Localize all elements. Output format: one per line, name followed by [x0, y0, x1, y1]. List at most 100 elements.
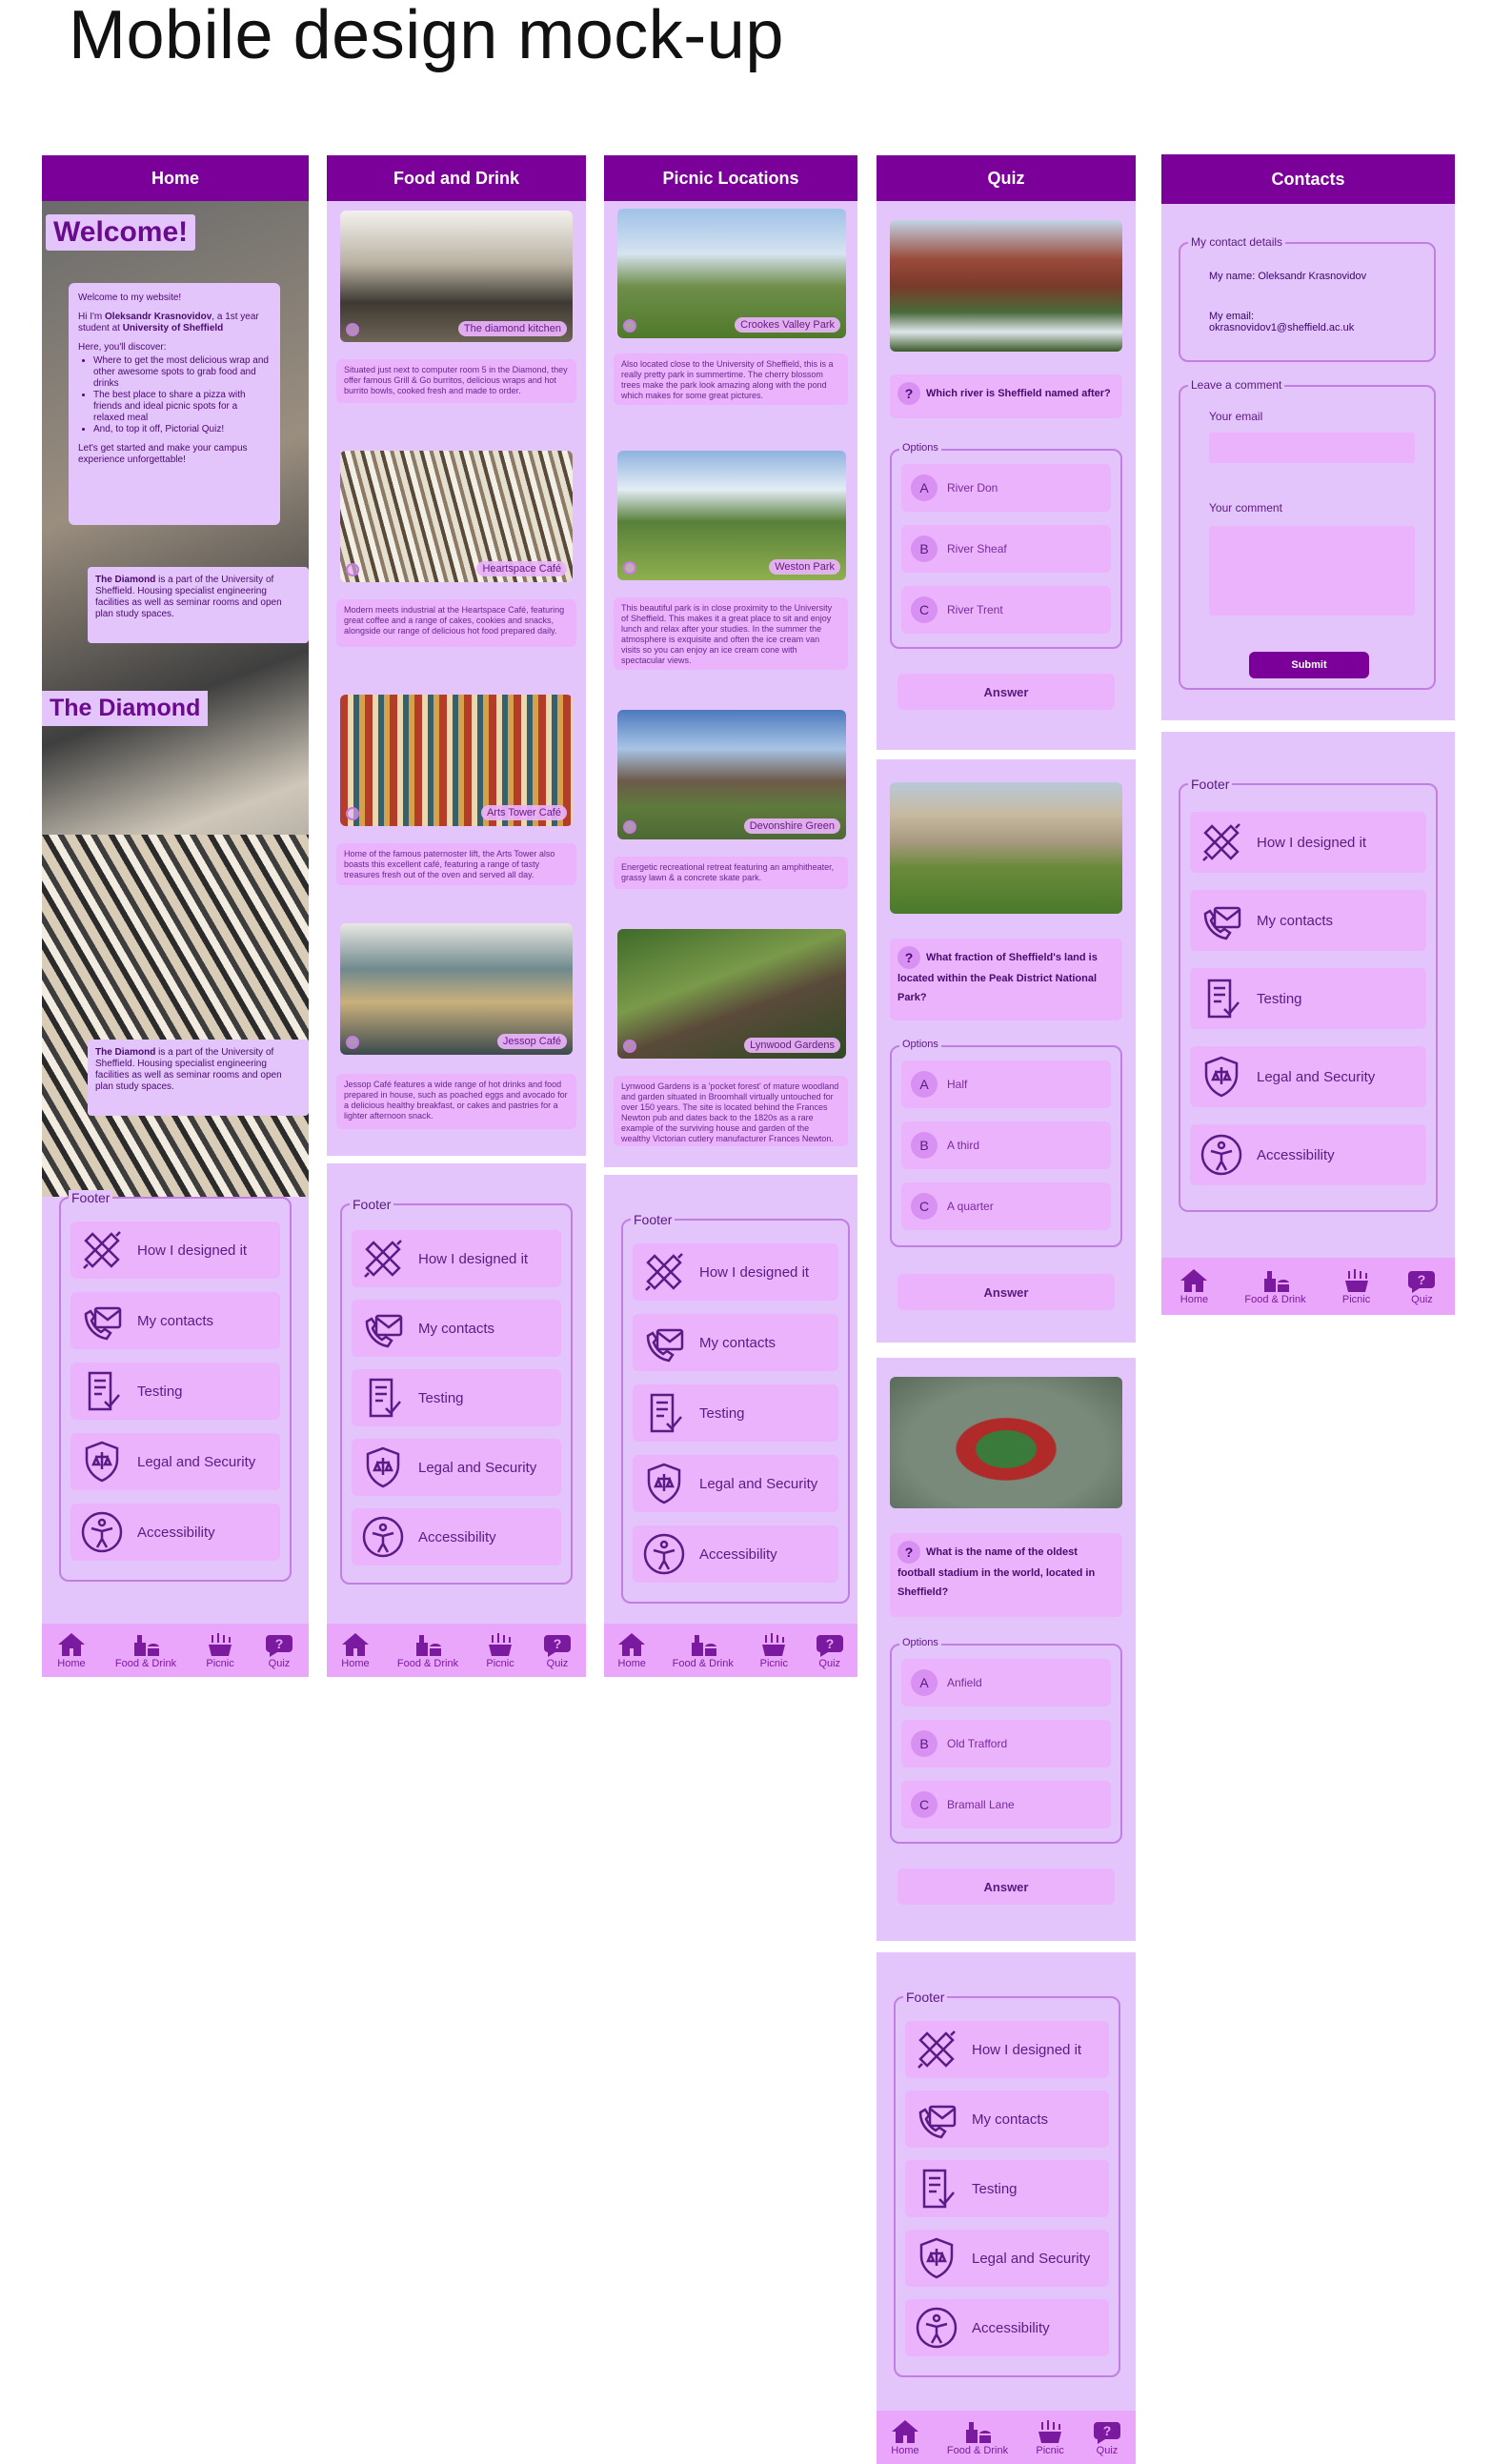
footer-accessibility[interactable]: Accessibility [352, 1508, 561, 1565]
options-box: Options A Anfield B Old Trafford C Bramall … [890, 1637, 1122, 1844]
option-letter: B [911, 1730, 938, 1757]
footer-legal[interactable]: Legal and Security [1190, 1046, 1426, 1107]
footer-my-contacts[interactable]: My contacts [905, 2090, 1109, 2148]
option-a[interactable]: A River Don [901, 464, 1111, 512]
footer-testing[interactable]: Testing [905, 2160, 1109, 2217]
footer-label: My contacts [699, 1334, 776, 1351]
footer-my-contacts[interactable]: My contacts [633, 1314, 838, 1371]
picnic-screen: Picnic Locations Crookes Valley Park Als… [604, 155, 857, 1677]
nav-food[interactable]: Food & Drink [115, 1631, 176, 1669]
picnic-card[interactable]: Weston Park This beautiful park is in cl… [604, 439, 857, 689]
diamond-bold: The Diamond [95, 1047, 156, 1058]
contacts-icon [78, 1297, 126, 1344]
accessibility-icon [640, 1530, 688, 1578]
legal-icon [640, 1460, 688, 1507]
option-letter: A [911, 475, 938, 501]
nav-quiz[interactable]: Quiz [264, 1631, 294, 1669]
question-text: What is the name of the oldest football … [897, 1545, 1096, 1598]
nav-picnic[interactable]: Picnic [485, 1631, 515, 1669]
nav-home[interactable]: Home [1179, 1267, 1209, 1305]
nav-food[interactable]: Food & Drink [1244, 1267, 1306, 1305]
food-card[interactable]: Jessop Café Jessop Café features a wide … [327, 912, 586, 1156]
nav-picnic[interactable]: Picnic [205, 1631, 235, 1669]
testing-icon [640, 1389, 688, 1437]
option-letter: A [911, 1071, 938, 1098]
footer-my-contacts[interactable]: My contacts [1190, 890, 1426, 951]
footer-accessibility[interactable]: Accessibility [905, 2299, 1109, 2356]
footer-label: How I designed it [972, 2041, 1082, 2058]
answer-button[interactable]: Answer [897, 1868, 1115, 1905]
footer-how-i-designed[interactable]: How I designed it [71, 1222, 280, 1279]
comment-textarea[interactable] [1209, 526, 1415, 616]
option-b[interactable]: B River Sheaf [901, 525, 1111, 573]
footer-how-i-designed[interactable]: How I designed it [905, 2021, 1109, 2078]
footer-testing[interactable]: Testing [352, 1369, 561, 1426]
footer-accessibility[interactable]: Accessibility [1190, 1124, 1426, 1185]
food-icon [688, 1631, 718, 1658]
nav-picnic[interactable]: Picnic [1341, 1267, 1372, 1305]
option-c[interactable]: C Bramall Lane [901, 1781, 1111, 1828]
footer-my-contacts[interactable]: My contacts [352, 1300, 561, 1357]
footer-testing[interactable]: Testing [633, 1384, 838, 1442]
footer-testing[interactable]: Testing [71, 1363, 280, 1420]
option-c[interactable]: C A quarter [901, 1182, 1111, 1230]
picnic-card[interactable]: Lynwood Gardens Lynwood Gardens is a 'po… [604, 918, 857, 1167]
nav-home[interactable]: Home [340, 1631, 371, 1669]
food-desc: Home of the famous paternoster lift, the… [336, 843, 576, 885]
footer-legal[interactable]: Legal and Security [905, 2230, 1109, 2287]
answer-button[interactable]: Answer [897, 674, 1115, 710]
contacts-icon [913, 2095, 960, 2143]
nav-quiz[interactable]: Quiz [815, 1631, 845, 1669]
nav-food[interactable]: Food & Drink [673, 1631, 734, 1669]
picnic-card[interactable]: Devonshire Green Energetic recreational … [604, 698, 857, 914]
footer-label: Legal and Security [699, 1475, 818, 1492]
diamond-heading: The Diamond [42, 691, 209, 726]
nav-home[interactable]: Home [616, 1631, 647, 1669]
bottom-nav: Home Food & Drink Picnic Quiz [327, 1624, 586, 1677]
nav-quiz[interactable]: Quiz [542, 1631, 573, 1669]
footer-legal[interactable]: Legal and Security [352, 1439, 561, 1496]
option-b[interactable]: B A third [901, 1121, 1111, 1169]
nav-label: Food & Drink [946, 2445, 1009, 2456]
footer-how-i-designed[interactable]: How I designed it [633, 1243, 838, 1301]
nav-picnic[interactable]: Picnic [1035, 2418, 1065, 2456]
diamond-text: is a part of the University of Sheffield… [95, 575, 282, 619]
option-label: Half [947, 1078, 968, 1091]
design-icon [1198, 818, 1245, 866]
nav-food[interactable]: Food & Drink [947, 2418, 1008, 2456]
footer-how-i-designed[interactable]: How I designed it [352, 1230, 561, 1287]
intro-paragraph: Hi I'm Oleksandr Krasnovidov, a 1st year… [78, 312, 271, 334]
nav-picnic[interactable]: Picnic [758, 1631, 789, 1669]
option-b[interactable]: B Old Trafford [901, 1720, 1111, 1767]
nav-quiz[interactable]: Quiz [1406, 1267, 1437, 1305]
question-text: Which river is Sheffield named after? [926, 387, 1111, 399]
footer-how-i-designed[interactable]: How I designed it [1190, 812, 1426, 873]
footer-accessibility[interactable]: Accessibility [633, 1525, 838, 1583]
food-card[interactable]: Heartspace Café Modern meets industrial … [327, 439, 586, 679]
option-c[interactable]: C River Trent [901, 586, 1111, 634]
home-header: Home [42, 155, 309, 201]
footer-accessibility[interactable]: Accessibility [71, 1504, 280, 1561]
nav-home[interactable]: Home [890, 2418, 920, 2456]
nav-quiz[interactable]: Quiz [1092, 2418, 1122, 2456]
option-a[interactable]: A Half [901, 1060, 1111, 1108]
footer-testing[interactable]: Testing [1190, 968, 1426, 1029]
footer-legal[interactable]: Legal and Security [71, 1433, 280, 1490]
picnic-card[interactable]: Crookes Valley Park Also located close t… [604, 201, 857, 428]
nav-home[interactable]: Home [56, 1631, 87, 1669]
footer-my-contacts[interactable]: My contacts [71, 1292, 280, 1349]
food-icon [962, 2418, 993, 2445]
intro-text-b: , a 1st year student at [78, 312, 259, 333]
food-card[interactable]: Arts Tower Café Home of the famous pater… [327, 685, 586, 912]
footer-legal[interactable]: Legal and Security [633, 1455, 838, 1512]
photo-caption: Heartspace Café [476, 561, 567, 576]
email-input[interactable] [1209, 433, 1415, 463]
food-card[interactable]: The diamond kitchen Situated just next t… [327, 201, 586, 441]
nav-food[interactable]: Food & Drink [397, 1631, 458, 1669]
home-icon [1179, 1267, 1209, 1294]
option-a[interactable]: A Anfield [901, 1659, 1111, 1707]
submit-button[interactable]: Submit [1249, 652, 1369, 678]
answer-button[interactable]: Answer [897, 1274, 1115, 1310]
bottom-nav: Home Food & Drink Picnic Quiz [604, 1624, 857, 1677]
picnic-photo: Devonshire Green [617, 710, 846, 839]
